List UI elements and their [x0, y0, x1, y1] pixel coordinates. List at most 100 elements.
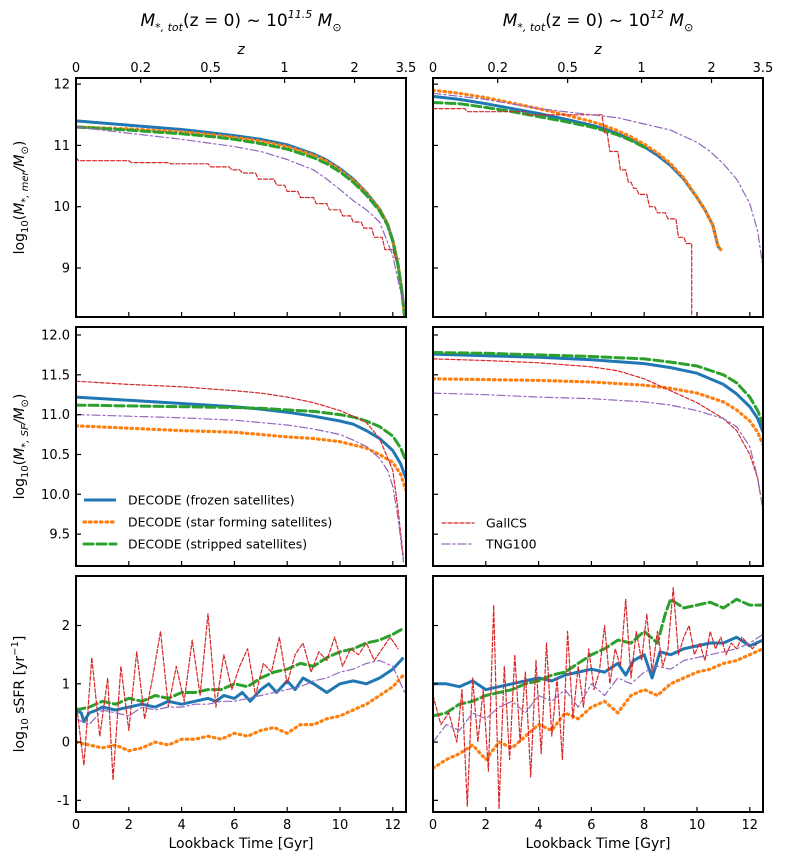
- series-line-gallcs: [76, 380, 404, 559]
- y-tick-label: 11.0: [41, 408, 70, 423]
- legend-label: DECODE (frozen satellites): [128, 493, 295, 508]
- series-line-gallcs: [433, 107, 693, 317]
- series-line-tng100: [76, 659, 406, 726]
- x-tick-label: 0: [72, 818, 80, 833]
- y-axis-label: log10(M*, SF/M⊙): [12, 394, 31, 500]
- x-tick-label: 8: [640, 818, 648, 833]
- panel-r1c1: [432, 326, 764, 567]
- y-tick-label: 12.0: [41, 328, 70, 343]
- series-group: [76, 613, 406, 781]
- z-axis-label: z: [236, 42, 245, 58]
- series-line-decode-frozen-satellites: [433, 352, 763, 433]
- z-tick-label: 0: [72, 61, 80, 76]
- x-axis-label: Lookback Time [Gyr]: [168, 836, 313, 852]
- series-line-gallcs: [433, 587, 759, 810]
- legend-label: TNG100: [485, 537, 537, 552]
- series-line-decode-stripped-satellites: [433, 101, 646, 149]
- series-line-gallcs: [76, 613, 399, 781]
- z-tick-label: 1: [637, 61, 645, 76]
- panel-r2c1: 0 2 4 6 8 10 12 Lookback Time [Gyr]: [429, 575, 764, 852]
- z-tick-label: 0.5: [557, 61, 578, 76]
- series-line-gallcs: [76, 157, 400, 260]
- x-tick-label: 6: [230, 818, 238, 833]
- x-tick-label: 0: [429, 818, 437, 833]
- y-tick-label: 9: [62, 261, 70, 276]
- panel-r1c0: 9.5 10.0 10.5 11.0 11.5 12.0 log10(M*, SF/M⊙): [12, 326, 407, 567]
- y-tick-label: 10.5: [41, 448, 70, 463]
- y-tick-label: 12: [53, 78, 70, 93]
- z-tick-label: 0.2: [487, 61, 508, 76]
- x-tick-label: 2: [482, 818, 490, 833]
- y-tick-label: 9.5: [49, 528, 70, 543]
- y-tick-label: 10.0: [41, 488, 70, 503]
- series-line-decode-frozen-satellites: [76, 395, 406, 479]
- series-line-tng100: [76, 414, 404, 563]
- column-title: M*, tot(z = 0) ~ 1012 M⊙: [503, 8, 694, 34]
- x-tick-label: 12: [385, 818, 402, 833]
- z-tick-label: 2: [707, 61, 715, 76]
- legend-label: DECODE (stripped satellites): [128, 537, 307, 552]
- y-axis-label: log10(M*, mer/M⊙): [12, 141, 31, 255]
- column-title: M*, tot(z = 0) ~ 1011.5 M⊙: [140, 8, 341, 34]
- series-line-tng100: [76, 126, 406, 309]
- y-tick-label: 11.5: [41, 368, 70, 383]
- series-line-decode-stripped-satellites: [433, 351, 763, 426]
- z-tick-label: 1: [280, 61, 288, 76]
- series-line-decode-star-forming-satellites: [433, 88, 723, 252]
- legend-right: GallCS TNG100: [441, 516, 537, 552]
- series-line-decode-star-forming-satellites: [76, 424, 406, 492]
- series-line-decode-frozen-satellites: [433, 635, 763, 692]
- x-tick-label: 10: [689, 818, 706, 833]
- series-line-decode-star-forming-satellites: [433, 647, 763, 770]
- axes-frame: [432, 77, 764, 318]
- series-group: [433, 351, 763, 511]
- z-tick-label: 0: [429, 61, 437, 76]
- axes-frame: [432, 326, 764, 567]
- series-line-decode-frozen-satellites: [76, 119, 406, 317]
- series-line-tng100: [433, 92, 763, 269]
- x-tick-label: 6: [587, 818, 595, 833]
- y-tick-label: 2: [62, 619, 70, 634]
- legend-label: GallCS: [486, 516, 527, 531]
- x-tick-label: 4: [534, 818, 542, 833]
- axes-frame: [75, 575, 407, 813]
- z-tick-label: 3.5: [396, 61, 417, 76]
- legend-label: DECODE (star forming satellites): [128, 515, 332, 530]
- series-line-decode-stripped-satellites: [76, 125, 406, 317]
- series-line-decode-star-forming-satellites: [76, 673, 405, 753]
- series-line-tng100: [433, 392, 763, 511]
- z-tick-label: 2: [350, 61, 358, 76]
- z-tick-label: 0.5: [200, 61, 221, 76]
- series-group: [76, 380, 406, 563]
- x-tick-label: 2: [125, 818, 133, 833]
- axes-frame: [75, 77, 407, 318]
- z-tick-label: 3.5: [753, 61, 774, 76]
- x-tick-label: 12: [742, 818, 759, 833]
- series-line-decode-stripped-satellites: [76, 403, 406, 463]
- y-tick-label: 11: [53, 139, 70, 154]
- legends: DECODE (frozen satellites) DECODE (star f…: [82, 493, 537, 552]
- x-tick-label: 8: [283, 818, 291, 833]
- z-tick-label: 0.2: [130, 61, 151, 76]
- y-tick-label: -1: [57, 794, 70, 809]
- z-axis-label: z: [593, 42, 602, 58]
- x-tick-label: 4: [177, 818, 185, 833]
- series-line-decode-stripped-satellites: [433, 597, 763, 718]
- series-group: [76, 119, 406, 317]
- x-axis-label: Lookback Time [Gyr]: [525, 836, 670, 852]
- column-titles: M*, tot(z = 0) ~ 1011.5 M⊙ M*, tot(z = 0)…: [140, 8, 693, 34]
- series-line-gallcs: [433, 358, 762, 495]
- axes-frame: [432, 575, 764, 813]
- series-group: [433, 88, 763, 317]
- series-group: [433, 587, 763, 810]
- panel-r0c1: 0 0.2 0.5 1 2 3.5 z: [429, 42, 774, 318]
- y-axis-label: log10 sSFR [yr−1]: [10, 636, 31, 753]
- series-line-decode-frozen-satellites: [76, 656, 405, 724]
- series-line-decode-star-forming-satellites: [433, 377, 763, 447]
- y-tick-label: 0: [62, 736, 70, 751]
- series-line-tng100: [433, 633, 763, 743]
